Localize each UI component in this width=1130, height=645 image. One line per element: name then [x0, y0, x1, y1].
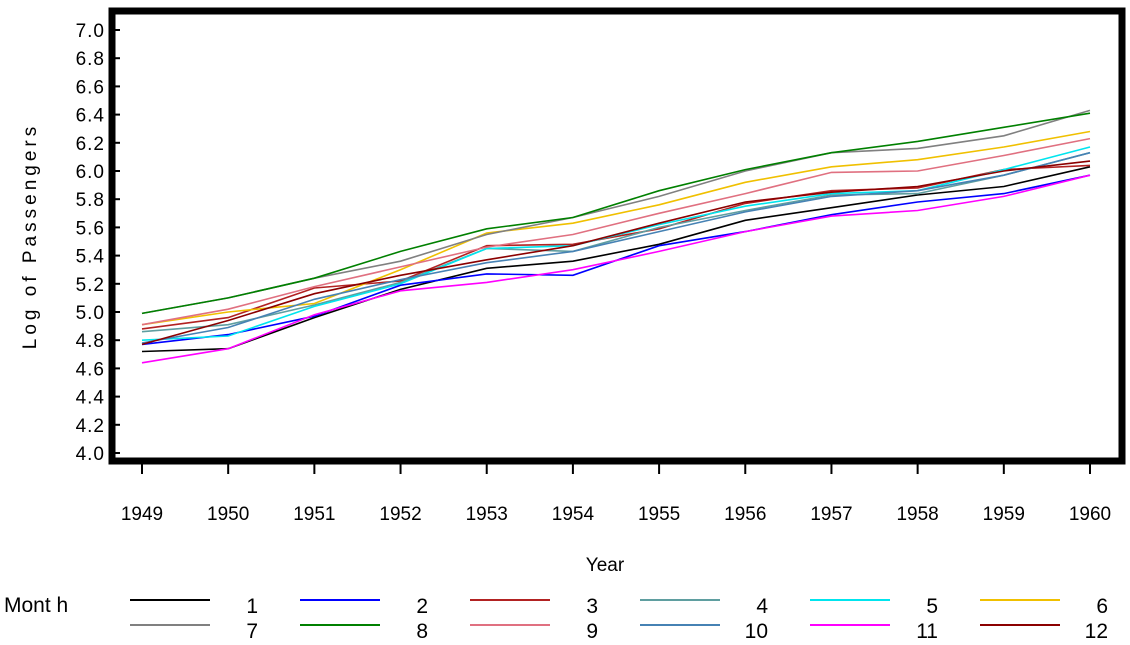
y-tick-label: 6.2: [76, 134, 105, 155]
series-line-4: [141, 151, 1091, 333]
y-tick-label: 5.2: [76, 275, 105, 296]
x-axis-label: Year: [586, 555, 625, 576]
legend-label-12: 12: [1085, 620, 1108, 643]
x-tick-label: 1957: [810, 504, 852, 525]
series-line-11: [141, 174, 1091, 364]
series-line-10: [141, 151, 1091, 344]
y-tick-label: 5.4: [76, 247, 105, 268]
y-tick-label: 6.4: [76, 106, 105, 127]
plot-frame: [108, 7, 1126, 465]
y-tick-label: 6.6: [76, 77, 105, 98]
x-tick-label: 1953: [466, 504, 508, 525]
series-line-6: [141, 130, 1091, 326]
x-tick-label: 1958: [896, 504, 938, 525]
x-tick-label: 1949: [121, 504, 163, 525]
legend-label-10: 10: [745, 620, 768, 643]
y-tick-label: 4.2: [76, 416, 105, 437]
legend-label-2: 2: [416, 595, 428, 618]
y-tick-label: 7.0: [76, 21, 105, 42]
x-tick-label: 1956: [724, 504, 766, 525]
series-line-9: [141, 137, 1091, 326]
series-line-8: [141, 112, 1091, 315]
series-line-7: [141, 109, 1091, 315]
y-axis-label: Log of Passengers: [20, 123, 41, 349]
y-tick-label: 6.8: [76, 49, 105, 70]
legend-label-6: 6: [1096, 595, 1108, 618]
y-tick-label: 6.0: [76, 162, 105, 183]
legend-label-1: 1: [246, 595, 258, 618]
y-tick-label: 4.0: [76, 444, 105, 465]
x-tick-label: 1959: [983, 504, 1025, 525]
series-line-3: [141, 164, 1091, 330]
legend-label-8: 8: [416, 620, 428, 643]
x-tick-label: 1952: [379, 504, 421, 525]
legend-label-3: 3: [586, 595, 598, 618]
x-tick-label: 1955: [638, 504, 680, 525]
legend-label-11: 11: [916, 620, 938, 643]
y-tick-label: 4.4: [76, 388, 105, 409]
x-axis: 1949 1950 1951 1952 1953 1954 1955 1956 1957 1958…: [121, 461, 1111, 525]
y-tick-label: 5.6: [76, 218, 105, 239]
legend: 1 2 3 4 5 67 8 9 10 11 12: [130, 595, 1108, 643]
x-tick-label: 1950: [207, 504, 249, 525]
y-tick-label: 4.8: [76, 331, 105, 352]
series-line-1: [141, 166, 1091, 353]
legend-label-4: 4: [756, 595, 768, 618]
series-layer: [141, 109, 1091, 364]
legend-label-7: 7: [246, 620, 258, 643]
legend-title: Mont h: [4, 594, 68, 617]
legend-label-9: 9: [586, 620, 598, 643]
y-axis: 4.0 4.2 4.4 4.6 4.8 5.0 5.2 5.4 5.6 5.8 6.0 6.2 6.4 6…: [76, 21, 120, 465]
x-tick-label: 1960: [1069, 504, 1111, 525]
x-tick-label: 1954: [552, 504, 595, 525]
y-tick-label: 5.8: [76, 190, 105, 211]
legend-label-5: 5: [926, 595, 938, 618]
y-tick-label: 5.0: [76, 303, 105, 324]
series-line-12: [141, 160, 1091, 346]
x-tick-label: 1951: [293, 504, 335, 525]
y-tick-label: 4.6: [76, 359, 105, 380]
